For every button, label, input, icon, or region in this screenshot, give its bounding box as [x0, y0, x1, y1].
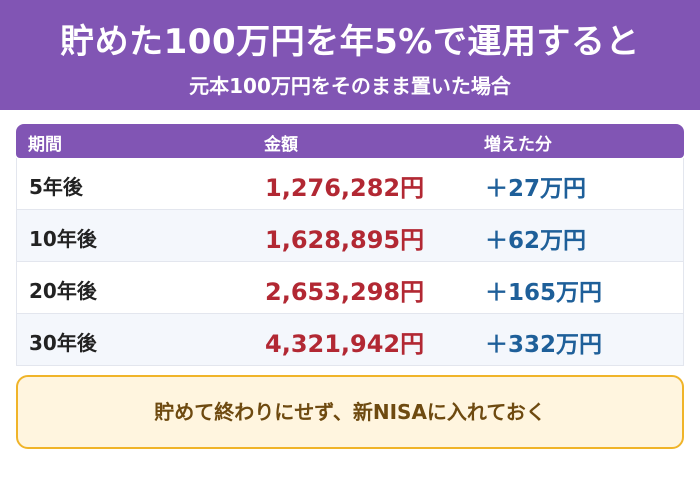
- investment-table: 期間 金額 増えた分 5年後 1,276,282円 ＋27万円 10年後 1,6…: [16, 124, 684, 366]
- table-row: 5年後 1,276,282円 ＋27万円: [16, 158, 684, 210]
- period-cell: 10年後: [29, 227, 97, 251]
- column-header-amount: 金額: [264, 135, 298, 155]
- page-title: 貯めた100万円を年5%で運用すると: [60, 22, 640, 62]
- table-row: 20年後 2,653,298円 ＋165万円: [16, 262, 684, 314]
- table-row: 10年後 1,628,895円 ＋62万円: [16, 210, 684, 262]
- header-banner: 貯めた100万円を年5%で運用すると 元本100万円をそのまま置いた場合: [0, 0, 700, 110]
- amount-cell: 1,628,895円: [265, 226, 425, 254]
- column-header-increase: 増えた分: [484, 135, 552, 155]
- period-cell: 30年後: [29, 331, 97, 355]
- increase-cell: ＋27万円: [485, 176, 587, 202]
- table-header: 期間 金額 増えた分: [16, 124, 684, 158]
- table-row: 30年後 4,321,942円 ＋332万円: [16, 314, 684, 366]
- increase-cell: ＋332万円: [485, 332, 603, 358]
- period-cell: 5年後: [29, 175, 83, 199]
- tip-callout: 貯めて終わりにせず、新NISAに入れておく: [16, 375, 684, 449]
- period-cell: 20年後: [29, 279, 97, 303]
- amount-cell: 4,321,942円: [265, 330, 425, 358]
- column-header-period: 期間: [28, 135, 62, 155]
- page-subtitle: 元本100万円をそのまま置いた場合: [189, 74, 511, 98]
- amount-cell: 1,276,282円: [265, 174, 425, 202]
- increase-cell: ＋62万円: [485, 228, 587, 254]
- amount-cell: 2,653,298円: [265, 278, 425, 306]
- increase-cell: ＋165万円: [485, 280, 603, 306]
